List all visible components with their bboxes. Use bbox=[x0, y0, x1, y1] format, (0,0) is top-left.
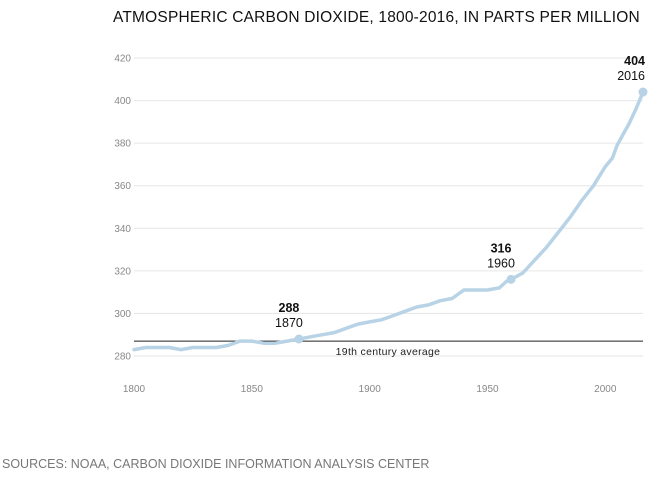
y-tick-label-360: 360 bbox=[114, 181, 131, 192]
x-tick-label-1950: 1950 bbox=[476, 384, 499, 395]
y-tick-label-420: 420 bbox=[114, 54, 131, 65]
annotation-value-2016: 404 bbox=[624, 54, 645, 68]
annotation-value-1870: 288 bbox=[279, 301, 300, 315]
x-tick-label-1800: 1800 bbox=[123, 384, 146, 395]
y-tick-label-380: 380 bbox=[114, 139, 131, 150]
reference-line-group: 19th century average bbox=[134, 340, 643, 358]
annotation-year-2016: 2016 bbox=[617, 69, 645, 83]
annotation-year-1870: 1870 bbox=[275, 316, 303, 330]
chart-title: ATMOSPHERIC CARBON DIOXIDE, 1800-2016, I… bbox=[113, 9, 640, 26]
y-tick-label-400: 400 bbox=[114, 96, 131, 107]
annotation-value-1960: 316 bbox=[491, 241, 512, 255]
annotation-point-2016 bbox=[638, 87, 648, 97]
y-tick-label-320: 320 bbox=[114, 266, 131, 277]
annotation-point-1870 bbox=[294, 334, 304, 344]
co2-series-line bbox=[132, 90, 645, 352]
reference-line-label: 19th century average bbox=[336, 346, 441, 358]
x-tick-label-2000: 2000 bbox=[594, 384, 617, 395]
x-axis-ticks: 1800 1850 1900 1950 2000 bbox=[123, 384, 617, 395]
x-tick-label-1850: 1850 bbox=[241, 384, 264, 395]
source-note: SOURCES: NOAA, CARBON DIOXIDE INFORMATIO… bbox=[2, 457, 430, 471]
y-tick-label-340: 340 bbox=[114, 224, 131, 235]
annotation-point-1960 bbox=[506, 274, 516, 284]
annotation-year-1960: 1960 bbox=[487, 256, 515, 270]
x-tick-label-1900: 1900 bbox=[359, 384, 382, 395]
grid-lines bbox=[134, 57, 643, 357]
series-group bbox=[132, 90, 645, 352]
y-axis-ticks: 280 300 320 340 360 380 400 420 bbox=[114, 54, 131, 363]
y-tick-label-280: 280 bbox=[114, 352, 131, 363]
y-tick-label-300: 300 bbox=[114, 309, 131, 320]
